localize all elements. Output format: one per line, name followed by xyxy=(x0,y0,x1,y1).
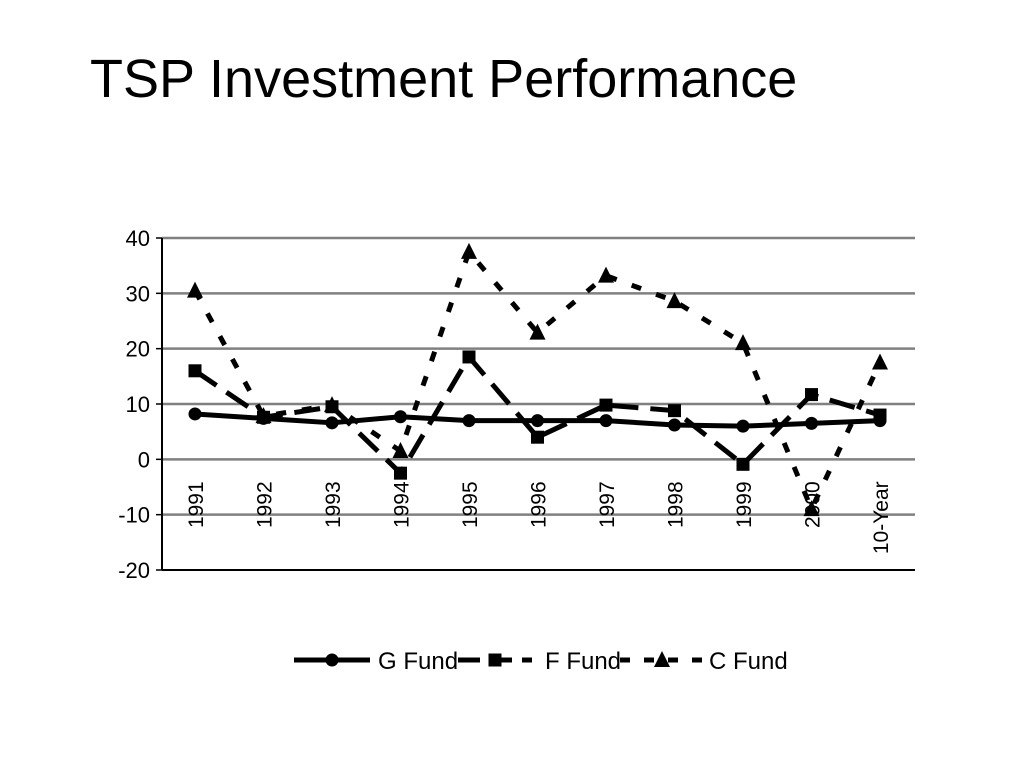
legend-item: G Fund xyxy=(294,648,458,675)
data-point xyxy=(805,416,818,430)
y-axis-tick-labels: 40 30 20 10 0 -10 -20 xyxy=(118,226,150,583)
x-tick-label: 10-Year xyxy=(870,481,893,554)
y-tick-label: -20 xyxy=(118,558,150,583)
legend-marker xyxy=(488,653,502,667)
legend-item: F Fund xyxy=(458,648,621,675)
data-point xyxy=(392,442,409,459)
legend-label: F Fund xyxy=(545,648,621,675)
legend: G Fund F Fund C Fund xyxy=(294,648,788,675)
data-point xyxy=(529,323,546,340)
legend-item: C Fund xyxy=(620,648,788,675)
y-tick-label: 10 xyxy=(126,392,150,417)
y-tick-label: 40 xyxy=(126,226,150,251)
data-point xyxy=(668,404,681,418)
slide-title: TSP Investment Performance xyxy=(90,49,798,109)
x-tick-label: 1995 xyxy=(459,481,482,528)
y-tick-label: 30 xyxy=(126,281,150,306)
data-point xyxy=(599,398,613,412)
legend-label: C Fund xyxy=(709,648,788,675)
data-point xyxy=(666,292,683,309)
data-point xyxy=(736,419,750,433)
data-point xyxy=(668,418,681,432)
data-point xyxy=(873,408,887,422)
data-point xyxy=(599,414,613,428)
data-point xyxy=(324,396,340,413)
data-point xyxy=(462,414,476,428)
data-point xyxy=(188,364,202,378)
gridlines xyxy=(162,236,915,516)
series xyxy=(187,242,888,517)
legend-marker xyxy=(325,653,339,667)
data-point xyxy=(462,350,476,364)
data-point xyxy=(531,430,544,444)
y-tick-label: 20 xyxy=(126,337,150,362)
series-line xyxy=(192,249,883,512)
data-point xyxy=(736,457,750,471)
data-point xyxy=(255,407,272,424)
data-point xyxy=(872,353,888,370)
legend-marker xyxy=(654,651,670,667)
data-point xyxy=(531,414,544,428)
data-point xyxy=(461,242,477,259)
x-tick-label: 1997 xyxy=(596,481,619,528)
data-point xyxy=(187,281,203,298)
data-point xyxy=(325,416,339,430)
x-tick-label: 1996 xyxy=(528,481,551,528)
x-tick-label: 1998 xyxy=(665,481,688,528)
y-tick-label: 0 xyxy=(138,447,150,472)
x-tick-label: 1993 xyxy=(322,481,345,528)
data-point xyxy=(803,500,820,517)
data-point xyxy=(805,388,818,402)
data-point xyxy=(598,266,614,283)
data-point xyxy=(394,410,407,424)
data-point xyxy=(394,466,407,480)
x-tick-label: 1999 xyxy=(733,481,756,528)
data-point xyxy=(735,334,751,351)
x-axis-tick-labels: 1991199219931994199519961997199819992000… xyxy=(185,481,893,554)
x-tick-label: 1992 xyxy=(254,481,277,528)
data-point xyxy=(188,407,202,421)
x-tick-label: 1991 xyxy=(185,481,208,528)
axes xyxy=(156,237,915,571)
series-c-fund xyxy=(187,242,888,517)
legend-label: G Fund xyxy=(378,648,458,675)
series-g-fund xyxy=(188,407,887,433)
y-tick-label: -10 xyxy=(118,503,150,528)
x-tick-label: 1994 xyxy=(391,481,414,528)
